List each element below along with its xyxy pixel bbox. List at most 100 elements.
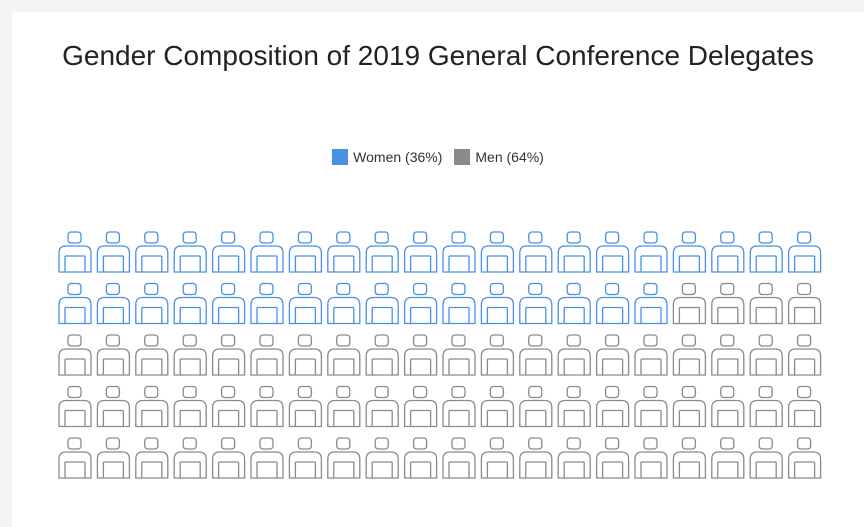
- icon-body: [672, 296, 707, 325]
- icon-body: [442, 399, 476, 428]
- icon-arms: [294, 255, 317, 272]
- icon-body: [173, 399, 207, 428]
- icon-body: [211, 348, 246, 376]
- icon-arms: [102, 358, 125, 375]
- icon-head: [105, 437, 121, 450]
- icon-head: [796, 385, 812, 399]
- icon-head: [528, 282, 543, 296]
- icon-head: [604, 231, 620, 244]
- icon-arms: [141, 358, 163, 375]
- icon-body: [442, 296, 476, 325]
- icon-arms: [563, 461, 585, 478]
- person-icon: [327, 231, 361, 273]
- person-icon: [365, 334, 399, 376]
- icon-head: [489, 437, 505, 450]
- person-icon: [787, 437, 822, 479]
- icon-body: [288, 348, 323, 376]
- person-icon: [557, 282, 591, 325]
- icon-body: [749, 399, 783, 428]
- icon-arms: [486, 358, 509, 375]
- person-icon: [250, 334, 284, 376]
- person-icon: [787, 231, 822, 273]
- icon-head: [681, 231, 697, 244]
- icon-head: [643, 231, 658, 244]
- person-icon: [711, 437, 745, 479]
- icon-head: [758, 282, 773, 296]
- icon-arms: [640, 358, 662, 375]
- icon-head: [144, 231, 159, 244]
- icon-arms: [217, 306, 240, 324]
- person-icon: [96, 334, 131, 376]
- icon-arms: [640, 306, 662, 324]
- icon-head: [297, 437, 313, 450]
- person-icon: [634, 282, 668, 325]
- person-icon: [173, 385, 207, 428]
- icon-head: [182, 334, 197, 347]
- icon-body: [403, 451, 438, 479]
- person-icon: [480, 385, 515, 428]
- icon-arms: [563, 306, 585, 324]
- legend-label: Men (64%): [475, 149, 544, 165]
- icon-arms: [793, 306, 816, 324]
- icon-head: [528, 385, 543, 399]
- icon-head: [259, 231, 274, 244]
- person-icon: [135, 385, 169, 428]
- person-icon: [787, 385, 822, 428]
- icon-head: [720, 437, 735, 450]
- icon-arms: [371, 409, 393, 427]
- icon-arms: [217, 461, 240, 478]
- person-icon: [58, 437, 92, 479]
- icon-arms: [448, 358, 470, 375]
- person-icon: [365, 385, 399, 428]
- icon-body: [327, 399, 361, 428]
- icon-head: [412, 282, 428, 296]
- icon-body: [480, 451, 515, 479]
- person-icon: [135, 282, 169, 325]
- icon-head: [374, 334, 389, 347]
- chart-title: Gender Composition of 2019 General Confe…: [62, 40, 814, 71]
- icon-arms: [601, 255, 624, 272]
- icon-head: [67, 334, 82, 347]
- icon-arms: [793, 461, 816, 478]
- icon-head: [220, 282, 236, 296]
- icon-head: [182, 437, 197, 450]
- person-icon: [672, 385, 707, 428]
- icon-arms: [333, 358, 355, 375]
- icon-arms: [448, 255, 470, 272]
- person-icon: [365, 437, 399, 479]
- icon-arms: [409, 461, 432, 478]
- icon-body: [96, 245, 131, 273]
- icon-arms: [141, 461, 163, 478]
- person-icon: [96, 437, 131, 479]
- person-icon: [749, 437, 783, 479]
- icon-body: [288, 245, 323, 273]
- icon-head: [374, 282, 389, 296]
- person-icon: [519, 385, 553, 428]
- icon-body: [211, 296, 246, 325]
- icon-arms: [102, 255, 125, 272]
- icon-head: [297, 385, 313, 399]
- icon-arms: [217, 255, 240, 272]
- person-icon: [442, 231, 476, 273]
- icon-head: [412, 231, 428, 244]
- icon-head: [681, 437, 697, 450]
- person-icon: [557, 385, 591, 428]
- icon-arms: [563, 255, 585, 272]
- icon-body: [58, 348, 92, 376]
- icon-head: [643, 334, 658, 347]
- icon-arms: [409, 255, 432, 272]
- icon-body: [480, 348, 515, 376]
- icon-body: [442, 451, 476, 479]
- icon-head: [643, 437, 658, 450]
- icon-head: [297, 231, 313, 244]
- icon-arms: [601, 306, 624, 324]
- icon-arms: [333, 306, 355, 324]
- icon-body: [519, 399, 553, 428]
- icon-arms: [678, 358, 701, 375]
- icon-head: [336, 334, 351, 347]
- icon-body: [327, 348, 361, 376]
- icon-arms: [717, 306, 739, 324]
- icon-body: [173, 451, 207, 479]
- icon-body: [173, 348, 207, 376]
